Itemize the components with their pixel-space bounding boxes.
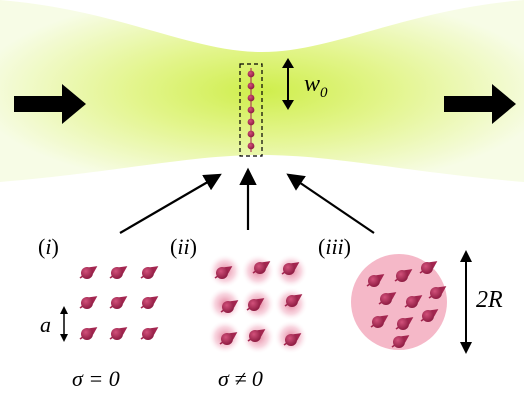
lattice-panel-i bbox=[79, 266, 159, 340]
atom bbox=[378, 292, 397, 305]
atom bbox=[404, 295, 423, 308]
atom bbox=[79, 327, 98, 340]
panel-label-iii: (iii) bbox=[318, 234, 351, 259]
condition-label-ii: σ ≠ 0 bbox=[218, 366, 263, 391]
outgoing-beam-arrow bbox=[444, 84, 516, 124]
atom bbox=[420, 309, 439, 322]
atom bbox=[109, 327, 128, 340]
sample-region-box bbox=[239, 63, 263, 157]
atom bbox=[79, 296, 98, 309]
incoming-beam-arrow bbox=[14, 84, 86, 124]
atom-chain bbox=[247, 68, 255, 152]
spacing-arrow bbox=[60, 306, 68, 342]
pointer-arrow-i bbox=[119, 173, 222, 234]
spacing-label: a bbox=[40, 312, 51, 337]
condition-label-i: σ = 0 bbox=[72, 366, 120, 391]
atom bbox=[419, 261, 438, 274]
cloud-atoms bbox=[366, 261, 447, 348]
pointer-arrow-iii bbox=[286, 173, 375, 234]
atom bbox=[140, 296, 159, 309]
atom bbox=[283, 333, 302, 346]
atom bbox=[247, 329, 266, 342]
lattice-panel-ii bbox=[208, 254, 308, 354]
atom bbox=[246, 298, 265, 311]
atom bbox=[220, 300, 239, 313]
waist-double-arrow bbox=[282, 58, 294, 110]
atom bbox=[284, 294, 303, 307]
atom bbox=[109, 296, 128, 309]
atom bbox=[428, 286, 447, 299]
waist-label: w0 bbox=[304, 71, 328, 101]
size-label: 2R bbox=[476, 287, 503, 313]
atom bbox=[391, 335, 410, 348]
atom bbox=[140, 327, 159, 340]
panel-label-ii: (ii) bbox=[170, 234, 197, 259]
atom bbox=[219, 332, 238, 345]
atom bbox=[370, 315, 389, 328]
atom bbox=[395, 317, 414, 330]
atom bbox=[252, 261, 271, 274]
atom bbox=[140, 266, 159, 279]
atom bbox=[214, 266, 233, 279]
size-arrow bbox=[460, 250, 472, 354]
atom bbox=[109, 266, 128, 279]
waist-subscript: 0 bbox=[320, 84, 328, 101]
atom bbox=[79, 266, 98, 279]
atom bbox=[394, 269, 413, 282]
atom bbox=[366, 274, 385, 287]
atom bbox=[281, 262, 300, 275]
panel-label-i: (i) bbox=[38, 234, 59, 259]
